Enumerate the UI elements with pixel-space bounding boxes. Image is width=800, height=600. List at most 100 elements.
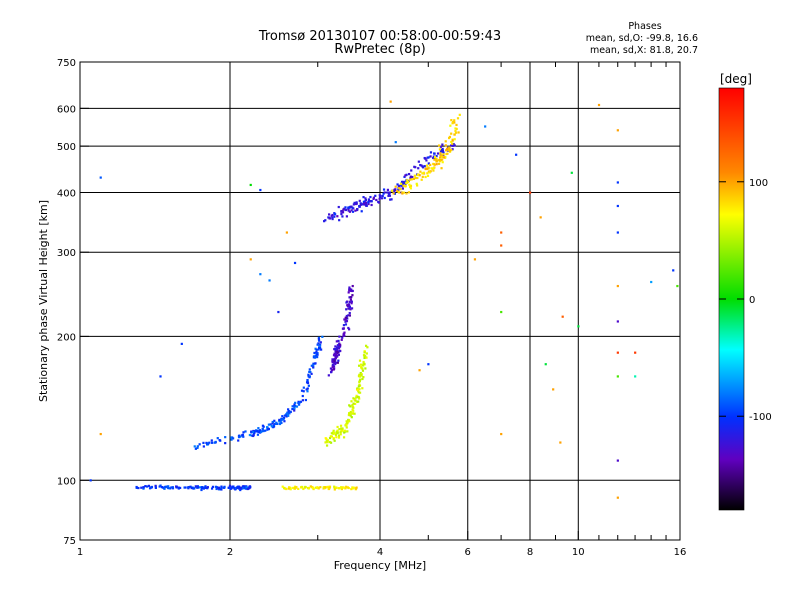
data-point bbox=[352, 486, 355, 489]
data-point bbox=[348, 286, 351, 289]
data-point bbox=[244, 486, 247, 489]
data-point bbox=[338, 219, 341, 222]
data-point bbox=[305, 381, 309, 384]
data-point bbox=[248, 486, 251, 490]
data-point bbox=[307, 384, 310, 387]
data-point bbox=[341, 211, 345, 214]
data-point bbox=[268, 279, 271, 282]
data-point bbox=[199, 486, 202, 489]
data-point bbox=[236, 486, 239, 489]
data-point bbox=[351, 284, 354, 288]
data-point bbox=[239, 488, 242, 492]
data-point bbox=[283, 414, 287, 417]
data-point bbox=[341, 429, 344, 432]
data-point bbox=[427, 156, 430, 159]
data-point bbox=[350, 205, 353, 208]
data-point bbox=[344, 208, 348, 211]
data-point bbox=[429, 155, 432, 158]
data-point bbox=[353, 397, 356, 401]
data-point bbox=[304, 485, 307, 489]
data-point bbox=[441, 143, 444, 146]
data-point bbox=[193, 445, 196, 448]
data-point bbox=[285, 414, 288, 417]
data-point bbox=[433, 163, 436, 166]
data-point bbox=[364, 367, 367, 370]
data-point bbox=[89, 479, 92, 482]
y-tick-labels: 75 100 200 300 400 500 600 750 bbox=[57, 58, 76, 547]
data-point bbox=[338, 487, 341, 490]
data-point bbox=[358, 383, 361, 386]
data-point bbox=[142, 487, 145, 490]
data-point bbox=[448, 136, 451, 140]
data-point bbox=[634, 351, 637, 354]
data-point bbox=[362, 376, 365, 379]
data-point bbox=[389, 198, 392, 201]
data-point bbox=[300, 485, 304, 489]
data-point bbox=[341, 327, 345, 330]
data-point bbox=[340, 486, 343, 489]
data-point bbox=[421, 175, 424, 178]
data-point bbox=[362, 360, 365, 364]
data-point bbox=[306, 387, 309, 390]
data-point bbox=[399, 182, 403, 185]
data-point bbox=[552, 388, 555, 391]
data-point bbox=[425, 164, 429, 167]
data-point bbox=[298, 401, 301, 404]
data-point bbox=[396, 189, 399, 193]
data-point bbox=[455, 127, 458, 131]
x-tick-label: 2 bbox=[227, 547, 233, 558]
data-point bbox=[367, 198, 370, 201]
data-point bbox=[208, 441, 211, 444]
data-point bbox=[285, 487, 288, 491]
data-point bbox=[425, 159, 428, 162]
data-point bbox=[348, 300, 351, 303]
data-point bbox=[453, 119, 456, 122]
data-point bbox=[345, 314, 348, 318]
data-point bbox=[424, 175, 427, 179]
data-point bbox=[345, 320, 349, 323]
data-point bbox=[430, 167, 433, 170]
data-point bbox=[329, 441, 333, 444]
data-point bbox=[347, 209, 350, 212]
data-point bbox=[278, 418, 281, 422]
data-point bbox=[442, 156, 445, 159]
data-point bbox=[278, 420, 281, 423]
data-point bbox=[364, 204, 368, 207]
data-point bbox=[340, 209, 343, 213]
data-point bbox=[297, 400, 300, 403]
data-point bbox=[302, 386, 305, 389]
data-point bbox=[167, 485, 170, 488]
data-point bbox=[419, 163, 422, 167]
data-point bbox=[409, 184, 412, 187]
data-point bbox=[210, 441, 214, 444]
data-point bbox=[251, 430, 255, 434]
data-point bbox=[350, 487, 353, 491]
data-point bbox=[333, 212, 336, 215]
data-point bbox=[287, 408, 290, 411]
data-point bbox=[438, 158, 441, 162]
data-point bbox=[230, 438, 233, 441]
data-point bbox=[328, 436, 332, 440]
data-point bbox=[237, 485, 241, 488]
data-point bbox=[391, 189, 394, 192]
data-point bbox=[282, 486, 286, 490]
data-point bbox=[202, 487, 205, 490]
data-point bbox=[318, 344, 321, 348]
data-point bbox=[230, 436, 233, 439]
data-point bbox=[242, 435, 245, 438]
data-point bbox=[393, 190, 396, 193]
data-point bbox=[317, 348, 320, 351]
data-point bbox=[334, 354, 337, 357]
data-point bbox=[440, 158, 443, 162]
data-point bbox=[137, 486, 140, 490]
data-point bbox=[238, 434, 241, 437]
colorbar-tick-label: -100 bbox=[749, 412, 772, 423]
data-point bbox=[357, 400, 360, 403]
data-point bbox=[315, 348, 318, 351]
data-point bbox=[281, 485, 284, 488]
data-point bbox=[332, 429, 335, 432]
data-point bbox=[355, 202, 358, 205]
data-point bbox=[339, 433, 342, 436]
data-point bbox=[344, 487, 347, 490]
data-point bbox=[364, 197, 367, 200]
